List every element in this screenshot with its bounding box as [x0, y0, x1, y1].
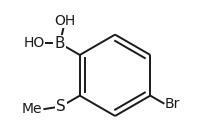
- Text: S: S: [56, 99, 66, 114]
- Text: B: B: [54, 36, 65, 51]
- Text: Br: Br: [164, 97, 180, 111]
- Text: HO: HO: [24, 36, 45, 50]
- Text: OH: OH: [54, 14, 75, 28]
- Text: Me: Me: [21, 102, 42, 116]
